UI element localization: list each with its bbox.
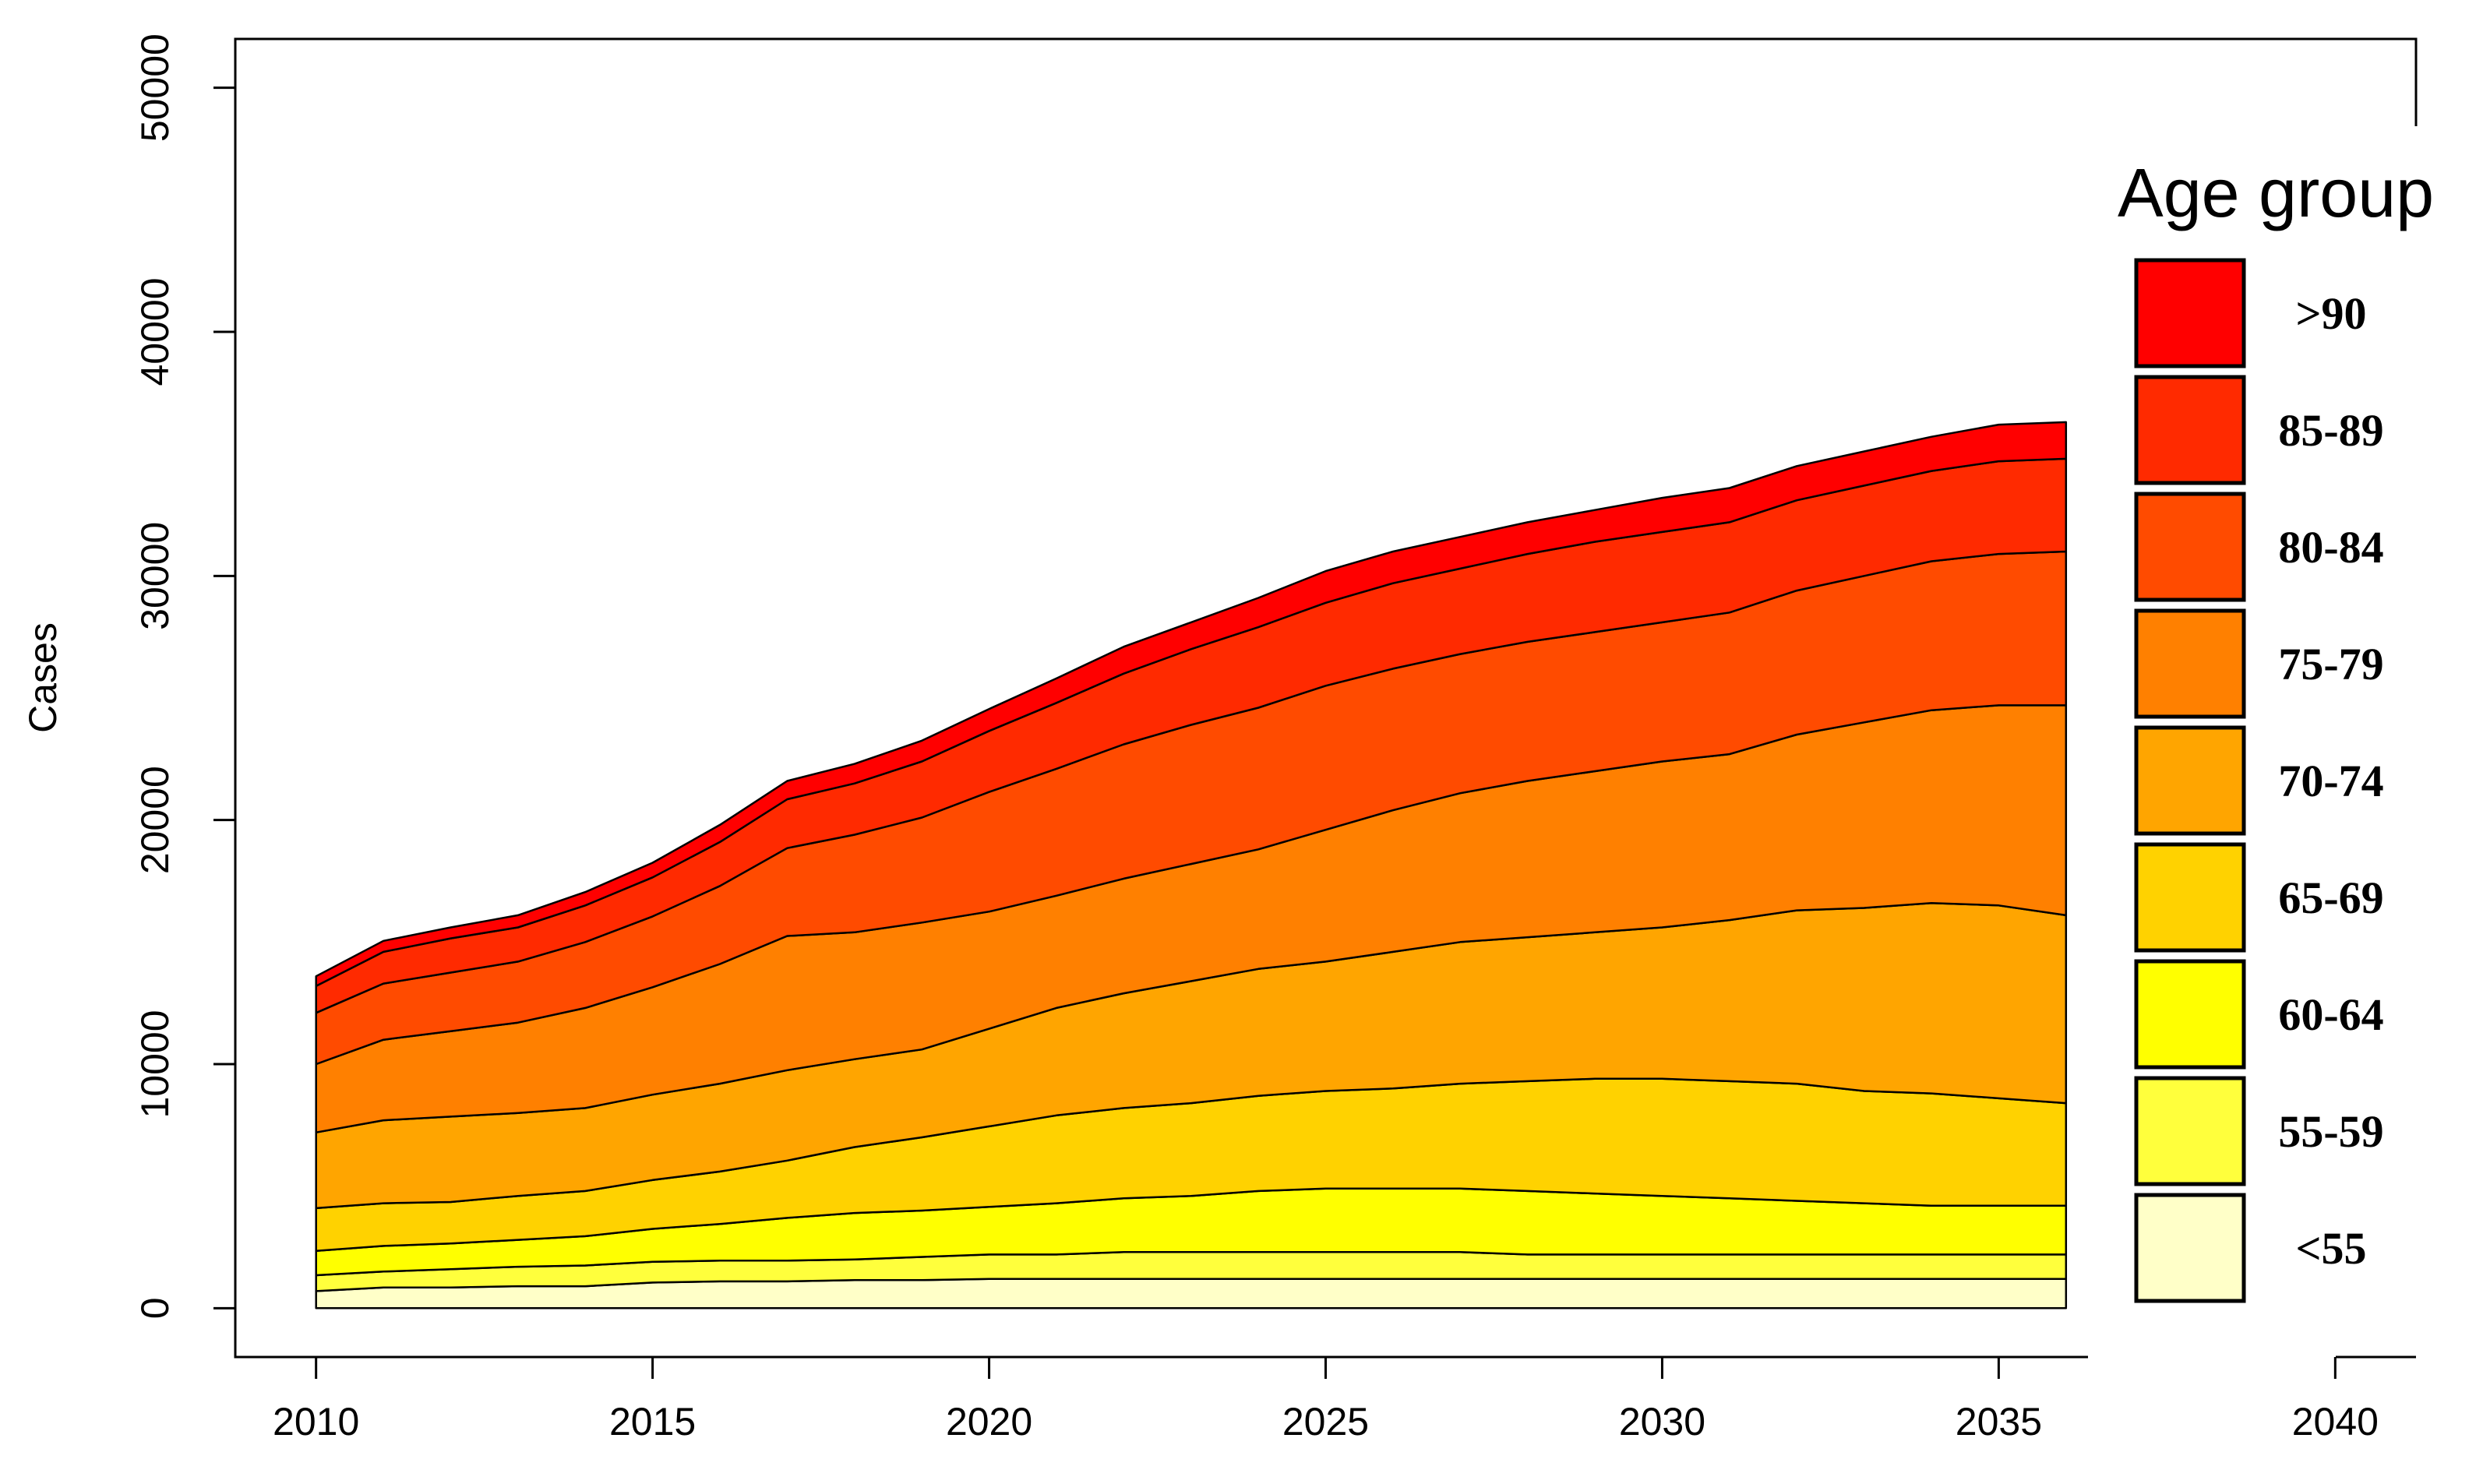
legend-label: 80-84 xyxy=(2278,522,2383,573)
legend-label: <55 xyxy=(2295,1223,2366,1274)
legend-swatch xyxy=(2134,1193,2246,1303)
legend-swatch xyxy=(2134,959,2246,1070)
legend: Age group >90 85-89 80-84 75-79 70-74 65-69 60… xyxy=(2118,154,2434,1303)
legend-swatch xyxy=(2134,258,2246,368)
x-tick-label: 2030 xyxy=(1619,1400,1705,1443)
legend-swatch xyxy=(2134,842,2246,953)
legend-label: >90 xyxy=(2295,288,2366,339)
legend-label: 65-69 xyxy=(2278,872,2383,923)
plot-frame xyxy=(234,37,2418,1359)
y-axis-title: Cases xyxy=(21,622,65,733)
legend-label: 75-79 xyxy=(2278,639,2383,689)
area-gt90 xyxy=(315,421,2068,987)
legend-swatch xyxy=(2134,608,2246,719)
y-tick-label: 40000 xyxy=(133,277,177,386)
y-tick-label: 50000 xyxy=(133,33,177,142)
legend-swatch xyxy=(2134,492,2246,602)
x-tick-label: 2010 xyxy=(273,1400,359,1443)
legend-title: Age group xyxy=(2118,154,2434,231)
x-tick-label: 2040 xyxy=(2292,1400,2379,1443)
legend-swatch xyxy=(2134,375,2246,485)
y-tick-label: 30000 xyxy=(133,522,177,630)
x-tick-label: 2015 xyxy=(609,1400,696,1443)
legend-label: 85-89 xyxy=(2278,405,2383,456)
x-tick-label: 2025 xyxy=(1282,1400,1369,1443)
legend-swatch xyxy=(2134,725,2246,836)
y-tick-label: 10000 xyxy=(133,1010,177,1118)
y-tick-label: 0 xyxy=(133,1297,177,1319)
axes: 2010 2015 2020 2025 2030 2035 2040 0 10000 20000 3… xyxy=(133,33,2418,1443)
y-tick-label: 20000 xyxy=(133,766,177,874)
legend-label: 55-59 xyxy=(2278,1106,2383,1157)
x-tick-label: 2035 xyxy=(1956,1400,2042,1443)
area-layers xyxy=(315,421,2068,1310)
legend-label: 60-64 xyxy=(2278,989,2383,1040)
x-tick-label: 2020 xyxy=(946,1400,1032,1443)
legend-swatch xyxy=(2134,1076,2246,1186)
legend-label: 70-74 xyxy=(2278,756,2383,806)
